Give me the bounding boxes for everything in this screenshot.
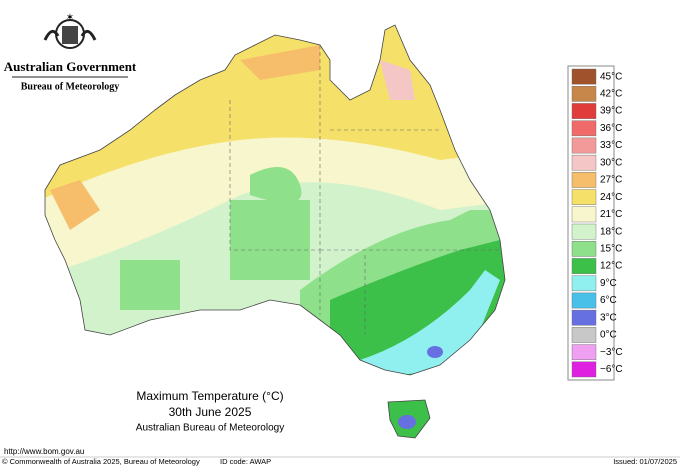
legend-label: −6°C [600,364,623,375]
agency: Australian Government [4,59,137,74]
legend-label: 15°C [600,243,622,254]
legend-label: 24°C [600,192,622,203]
coastline [44,24,506,376]
legend-label: 33°C [600,140,622,151]
legend: 45°C 42°C 39°C 36°C 33°C 30°C 27°C 24°C 21°C 18°C… [571,68,623,378]
legend-swatch [571,103,597,119]
tasmania-cold [398,415,416,429]
legend-label: 45°C [600,71,622,82]
footer-issued: Issued: 01/07/2025 [613,457,677,466]
legend-label: 21°C [600,209,622,220]
legend-label: 18°C [600,226,622,237]
legend-swatch [571,137,597,154]
legend-swatch [571,258,597,274]
legend-swatch [571,275,597,292]
map-source: Australian Bureau of Meteorology [136,423,284,434]
legend-label: 9°C [600,278,617,289]
legend-swatch [571,189,597,205]
legend-swatch [571,292,597,309]
legend-swatch [571,327,597,343]
footer-copyright: © Commonwealth of Australia 2025, Bureau… [2,457,200,466]
svg-text:✶: ✶ [66,13,74,24]
legend-swatch [571,206,597,223]
map-date: 30th June 2025 [169,405,252,419]
legend-swatch [571,86,597,102]
legend-label: 27°C [600,175,622,186]
legend-swatch [571,172,597,188]
legend-label: 39°C [600,106,622,117]
legend-swatch [571,223,597,240]
coat-of-arms: ✶ [43,13,97,49]
legend-label: −3°C [600,347,623,358]
legend-swatch [571,361,597,378]
legend-label: 12°C [600,261,622,272]
legend-swatch [571,344,597,360]
legend-swatch [571,309,597,326]
footer-id: ID code: AWAP [220,457,271,466]
map-title: Maximum Temperature (°C) [136,389,283,403]
legend-label: 3°C [600,312,617,323]
legend-label: 30°C [600,157,622,168]
footer-url: http://www.bom.gov.au [4,447,84,456]
state-borders [229,45,500,335]
legend-label: 6°C [600,295,617,306]
legend-swatch [571,68,597,85]
legend-swatch [571,154,597,171]
legend-swatch [571,241,597,257]
legend-swatch [571,120,597,137]
bureau: Bureau of Meteorology [21,81,120,92]
legend-label: 0°C [600,330,617,341]
legend-label: 42°C [600,88,622,99]
legend-label: 36°C [600,123,622,134]
